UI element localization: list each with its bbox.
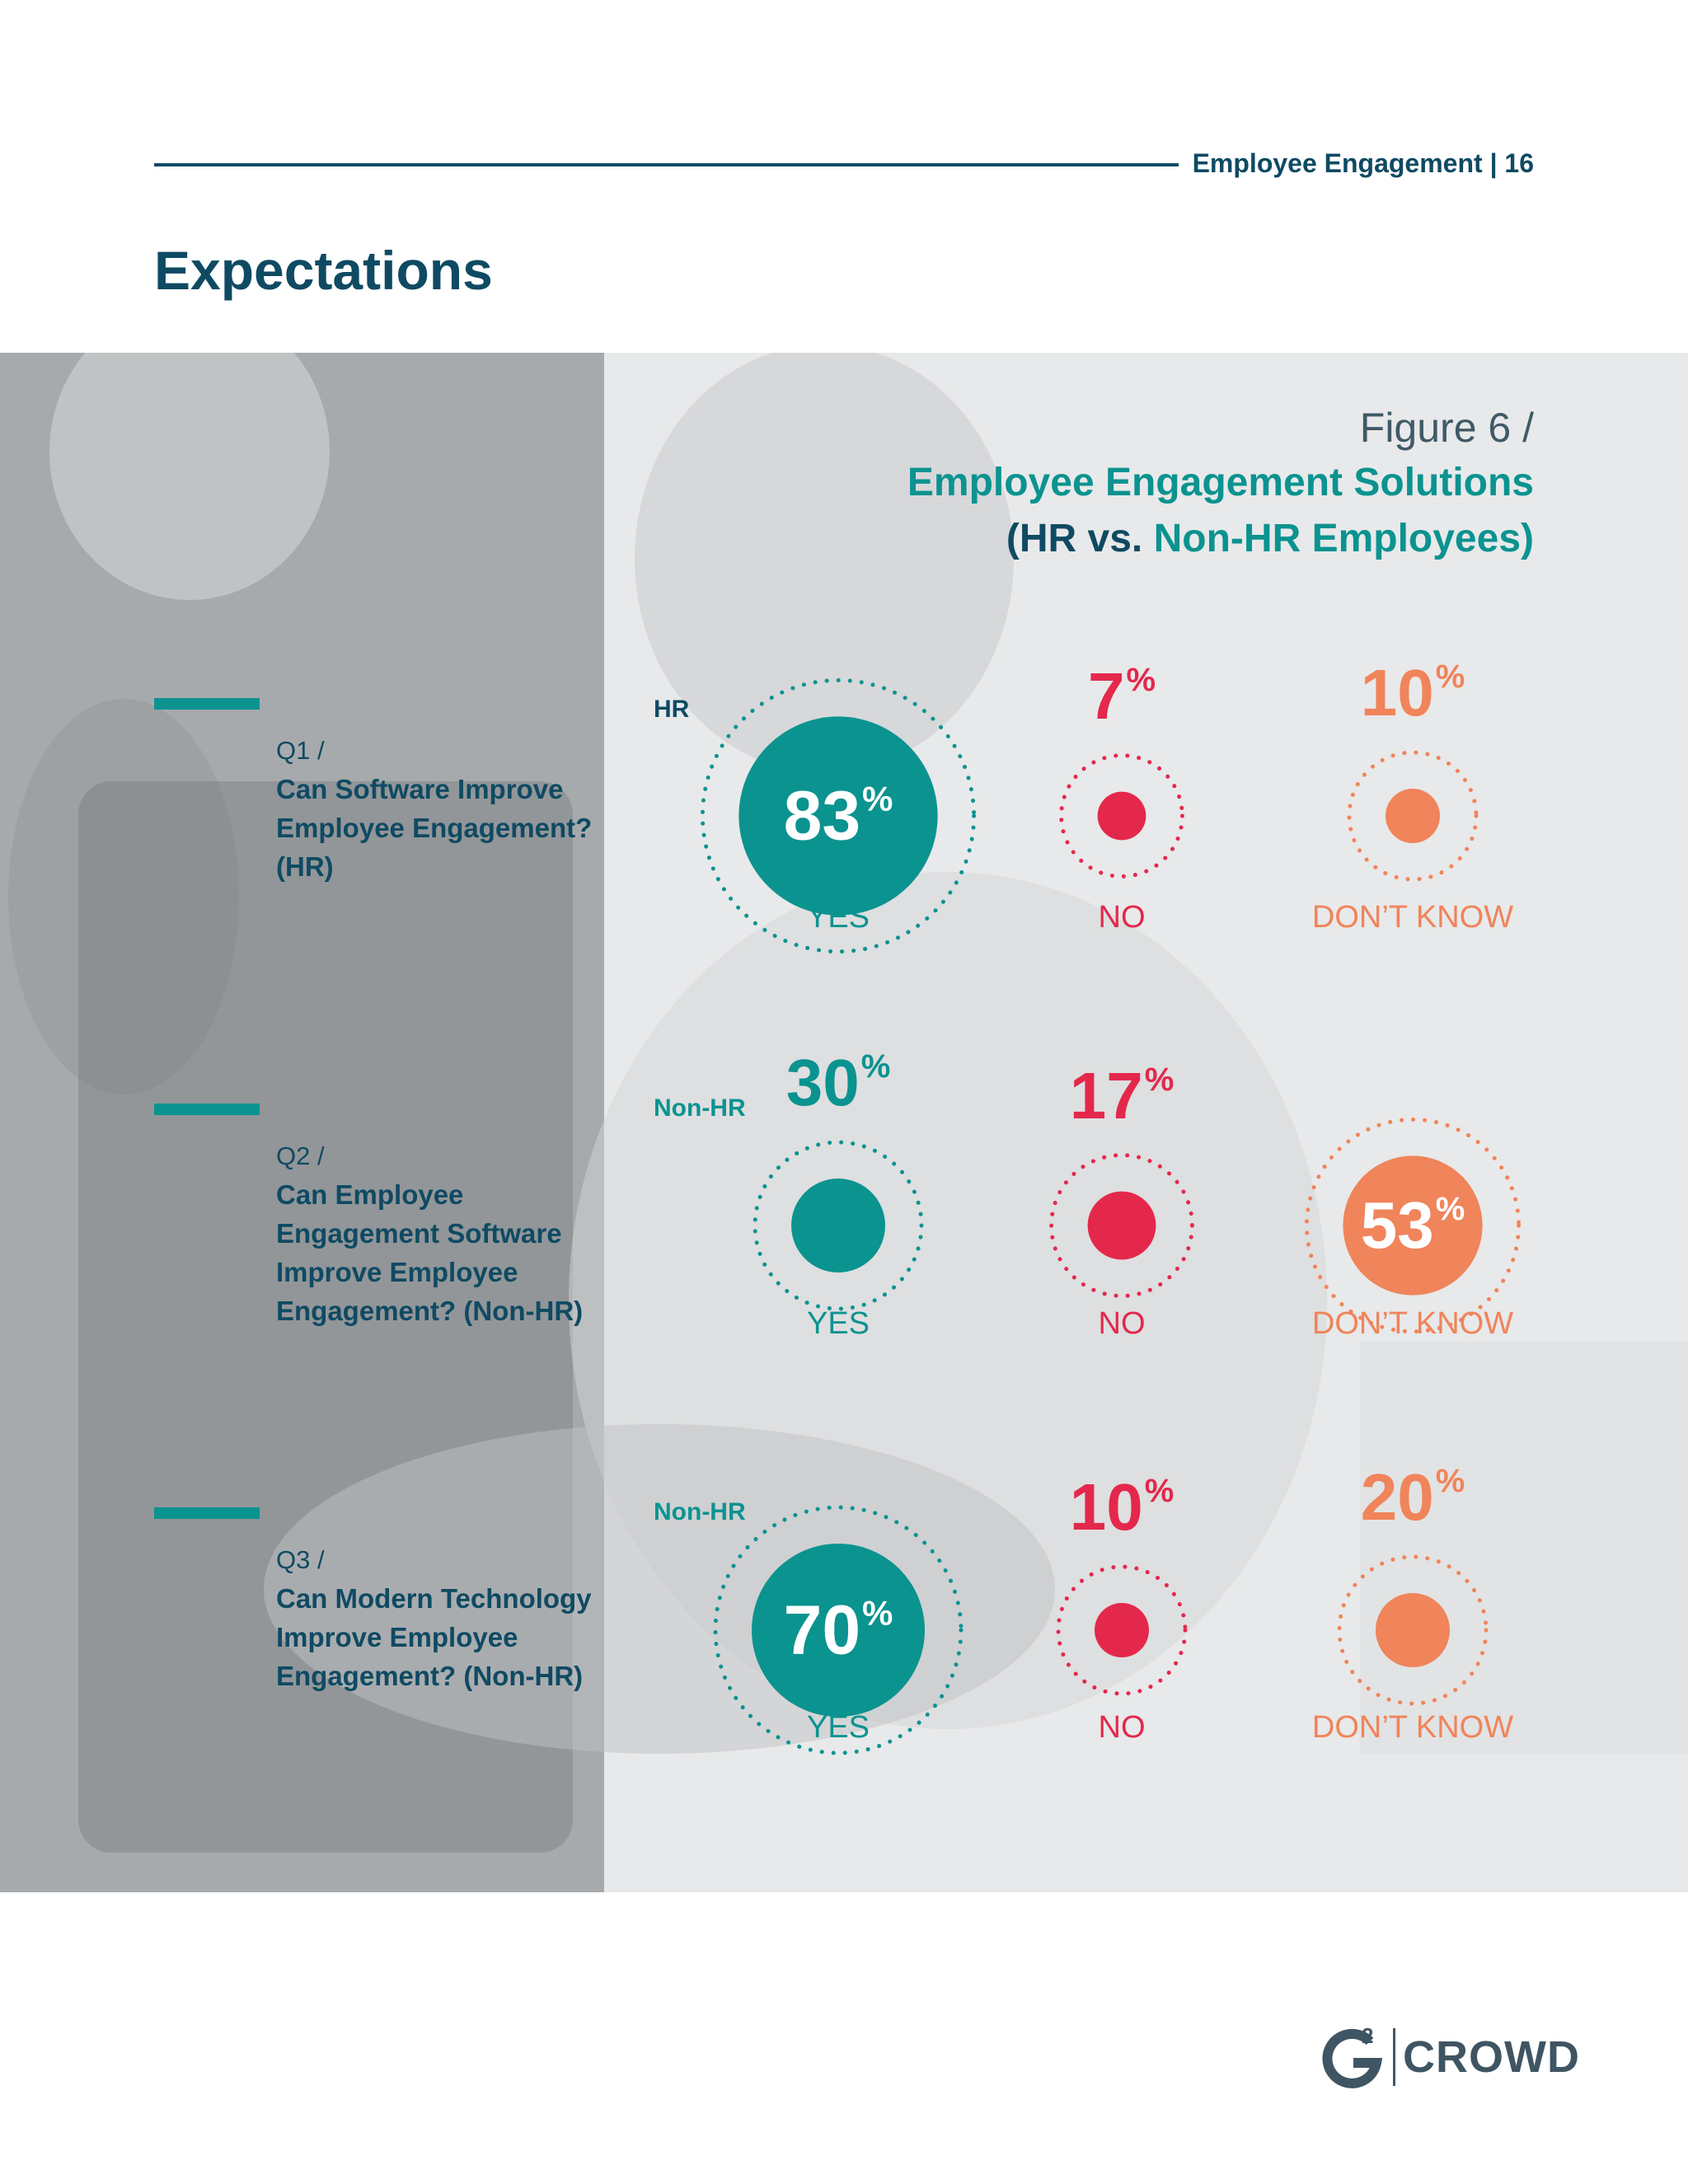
bubble-value-r2-dontknow: 53% [1361, 1188, 1465, 1263]
row2-group-label: Non-HR [654, 1094, 746, 1122]
bubble-r3-no [1095, 1603, 1149, 1657]
percent-sign: % [1435, 658, 1465, 695]
bubble-value-number: 10 [1069, 1470, 1143, 1544]
g2-crowd-logo: 2 CROWD [1320, 2023, 1579, 2089]
logo-wordmark: CROWD [1403, 2032, 1580, 2082]
bubble-r2-no [1087, 1191, 1156, 1260]
q3-number: Q3 / [276, 1545, 325, 1574]
g2-logo-superscript: 2 [1362, 2023, 1373, 2048]
bubble-ring-r1-no [1059, 753, 1184, 879]
answer-label-r1-dontknow: DON’T KNOW [1311, 900, 1514, 935]
bubble-value-r1-no: 7% [1088, 658, 1156, 734]
bubble-ring-r3-dontknow [1337, 1554, 1489, 1706]
percent-sign: % [862, 779, 893, 818]
logo-separator [1393, 2028, 1395, 2086]
percent-sign: % [1435, 1463, 1465, 1499]
bubble-value-number: 17 [1069, 1058, 1143, 1132]
bubble-value-number: 30 [785, 1046, 860, 1119]
q2-number: Q2 / [276, 1141, 325, 1170]
bubble-value-r3-dontknow: 20% [1361, 1460, 1465, 1535]
bubble-r2-yes [791, 1179, 885, 1272]
bubble-ring-r2-no [1049, 1153, 1194, 1298]
bubble-value-r1-yes: 83% [784, 776, 893, 856]
bubble-value-number: 20 [1360, 1460, 1434, 1534]
percent-sign: % [1435, 1191, 1465, 1227]
q1-number: Q1 / [276, 736, 325, 765]
bubble-ring-r3-yes [713, 1505, 964, 1755]
bubble-value-number: 7 [1087, 658, 1125, 733]
percent-sign: % [1126, 661, 1156, 698]
bubble-value-number: 53 [1360, 1188, 1434, 1262]
row1-group-label: HR [654, 696, 690, 723]
bubble-value-number: 70 [783, 1591, 861, 1669]
q1-text: Can Software Improve Employee Engagement… [276, 774, 593, 882]
q2-accent-bar [154, 1104, 260, 1115]
percent-sign: % [862, 1593, 893, 1633]
row3-group-label: Non-HR [654, 1498, 746, 1526]
header-section-label: Employee Engagement | 16 [1192, 148, 1534, 178]
answer-label-r1-yes: YES [806, 900, 870, 935]
bubble-value-number: 10 [1360, 656, 1434, 729]
bubble-value-r1-dontknow: 10% [1361, 655, 1465, 731]
q3-accent-bar [154, 1507, 260, 1519]
bubble-r1-dontknow [1386, 789, 1440, 843]
g2-logo-icon: 2 [1322, 2023, 1383, 2088]
percent-sign: % [1144, 1061, 1175, 1098]
bubble-ring-r3-no [1056, 1564, 1188, 1696]
bubble-ring-r1-yes [700, 677, 977, 954]
figure-subtitle-open: ( [1006, 517, 1020, 560]
figure-title: Employee Engagement Solutions [907, 461, 1534, 504]
bubble-ring-r1-dontknow [1347, 750, 1479, 882]
q2-text: Can Employee Engagement Software Improve… [276, 1179, 584, 1326]
answer-label-r3-dontknow: DON’T KNOW [1311, 1710, 1514, 1745]
percent-sign: % [860, 1048, 891, 1085]
bubble-ring-r2-dontknow [1304, 1117, 1522, 1334]
answer-label-r2-no: NO [1098, 1306, 1146, 1341]
header-rule [154, 163, 1179, 166]
background-photo [8, 353, 1688, 1853]
bubble-r1-yes [738, 716, 938, 916]
answer-label-r1-no: NO [1098, 900, 1146, 935]
bubble-r3-yes [752, 1544, 925, 1717]
bubble-value-number: 83 [783, 776, 861, 855]
bubble-r1-no [1097, 791, 1146, 841]
figure-background [0, 353, 1688, 1892]
bubble-r2-dontknow [1343, 1155, 1483, 1296]
figure-label: Figure 6 / [1359, 405, 1534, 451]
bubble-value-r2-no: 17% [1070, 1058, 1175, 1134]
answer-label-r3-no: NO [1098, 1710, 1146, 1745]
answer-label-r2-yes: YES [806, 1306, 870, 1341]
bubble-value-r3-no: 10% [1070, 1469, 1175, 1545]
figure-subtitle-nonhr: Non-HR Employees) [1153, 517, 1534, 560]
bubble-ring-r2-yes [753, 1140, 924, 1311]
figure-subtitle: (HR vs. Non-HR Employees) [1006, 516, 1534, 561]
bubble-r3-dontknow [1376, 1593, 1450, 1667]
bubble-value-r2-yes: 30% [786, 1045, 891, 1121]
answer-label-r2-dontknow: DON’T KNOW [1311, 1306, 1514, 1341]
answer-label-r3-yes: YES [806, 1710, 870, 1745]
q3-text: Can Modern Technology Improve Employee E… [276, 1583, 592, 1691]
page-title: Expectations [154, 240, 493, 301]
percent-sign: % [1144, 1473, 1175, 1509]
bubble-value-r3-yes: 70% [784, 1591, 893, 1671]
q1-accent-bar [154, 698, 260, 710]
figure-subtitle-hr: HR vs. [1019, 517, 1143, 560]
